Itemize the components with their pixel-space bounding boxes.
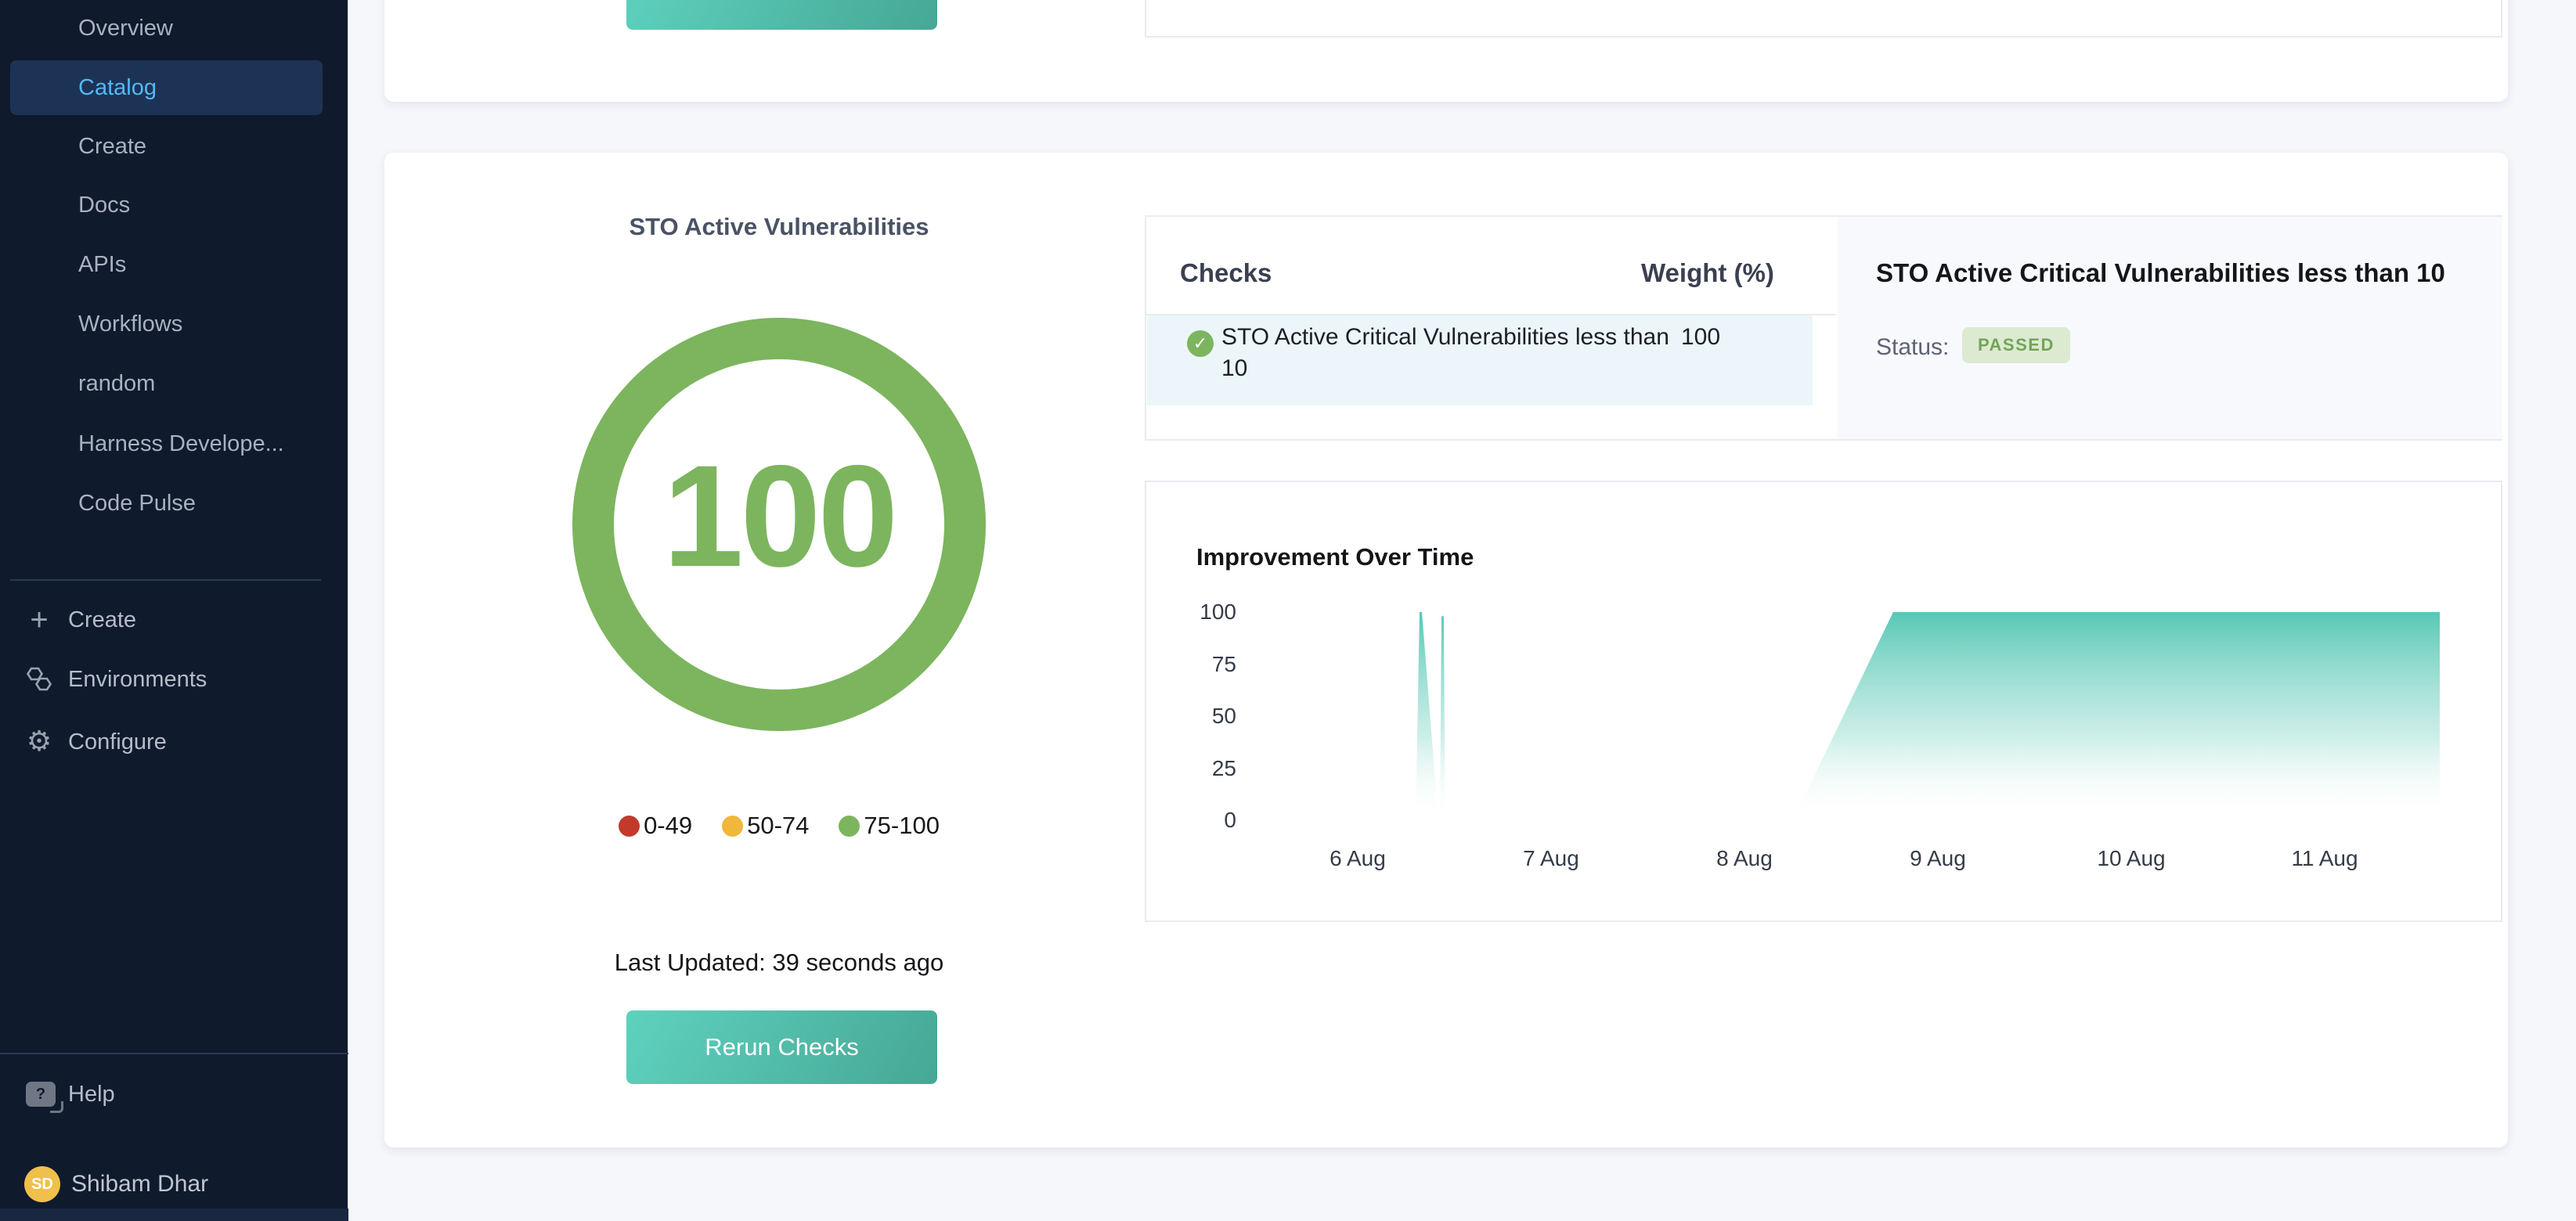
legend-label-low: 0-49 <box>644 812 693 839</box>
help-button[interactable]: ? Help <box>10 1067 323 1122</box>
sidebar-item-workflows[interactable]: Workflows <box>78 311 183 337</box>
legend-item-low: 0-49 <box>619 812 692 840</box>
sidebar: Overview Catalog Create Docs APIs Workfl… <box>0 0 348 1221</box>
score-gauge: 100 <box>572 318 986 731</box>
check-passed-icon: ✓ <box>1187 330 1214 357</box>
rerun-checks-button[interactable]: Rerun Checks <box>626 1010 937 1084</box>
y-axis-tick-label: 25 <box>1211 755 1236 780</box>
sidebar-bottom-strip <box>0 1208 348 1221</box>
x-axis-tick-label: 6 Aug <box>1329 846 1386 870</box>
x-axis-tick-label: 11 Aug <box>2291 846 2358 870</box>
environments-action-label: Environments <box>68 666 207 692</box>
check-row[interactable]: ✓ STO Active Critical Vulnerabilities le… <box>1147 315 1813 405</box>
configure-action[interactable]: ⚙ Configure <box>10 715 323 769</box>
x-axis-tick-label: 7 Aug <box>1523 846 1579 870</box>
user-name: Shibam Dhar <box>71 1171 209 1197</box>
checks-and-status-panel: Checks Weight (%) ✓ STO Active Critical … <box>1145 215 2502 441</box>
improvement-chart-panel: Improvement Over Time 100 75 50 25 0 6 Aug 7 … <box>1145 481 2502 922</box>
gear-icon: ⚙ <box>26 726 52 758</box>
score-value: 100 <box>662 436 899 597</box>
scorecard-title: STO Active Vulnerabilities <box>629 213 929 240</box>
help-icon: ? <box>26 1082 63 1113</box>
sidebar-item-catalog[interactable]: Catalog <box>10 60 323 115</box>
check-name: STO Active Critical Vulnerabilities less… <box>1221 324 1669 381</box>
status-badge: PASSED <box>1962 327 2070 363</box>
improvement-area-chart <box>1416 612 2440 820</box>
create-action[interactable]: + Create <box>10 592 323 647</box>
weight-column-header: Weight (%) <box>1641 258 1774 287</box>
last-updated-text: Last Updated: 39 seconds ago <box>614 949 944 976</box>
sidebar-item-apis[interactable]: APIs <box>78 251 127 277</box>
rerun-checks-button-top[interactable] <box>626 0 937 30</box>
score-area-segment <box>1793 612 2440 820</box>
sidebar-item-harness-developer[interactable]: Harness Develope... <box>78 430 284 456</box>
configure-action-label: Configure <box>68 729 167 755</box>
status-label: Status: <box>1876 334 1950 360</box>
sidebar-item-random[interactable]: random <box>78 370 156 396</box>
legend-item-mid: 50-74 <box>722 812 809 840</box>
y-axis-tick-label: 75 <box>1211 651 1236 676</box>
y-axis-tick-label: 100 <box>1200 600 1236 624</box>
legend-label-high: 75-100 <box>864 812 940 839</box>
sidebar-item-create[interactable]: Create <box>78 133 147 159</box>
legend-label-mid: 50-74 <box>747 812 810 839</box>
y-axis-tick-label: 50 <box>1211 704 1236 728</box>
user-menu[interactable]: SD Shibam Dhar <box>0 1160 348 1208</box>
legend-dot-red <box>619 815 640 837</box>
create-action-label: Create <box>68 607 137 632</box>
legend-dot-yellow <box>722 815 744 837</box>
previous-chart-panel-fragment <box>1145 0 2502 38</box>
checks-header-divider <box>1146 314 1836 315</box>
environments-action[interactable]: Environments <box>10 652 323 707</box>
sidebar-divider <box>10 579 321 581</box>
checks-column-header: Checks <box>1180 258 1272 287</box>
score-legend: 0-49 50-74 75-100 <box>470 812 1088 840</box>
x-axis-tick-label: 9 Aug <box>1910 846 1966 870</box>
legend-item-high: 75-100 <box>839 812 940 840</box>
score-area-segment <box>1416 612 1438 820</box>
sidebar-item-overview[interactable]: Overview <box>78 15 173 41</box>
check-weight: 100 <box>1681 324 1721 350</box>
legend-dot-green <box>839 815 860 837</box>
sidebar-divider-bottom <box>0 1053 348 1054</box>
sidebar-item-code-pulse[interactable]: Code Pulse <box>78 490 196 516</box>
status-panel-title: STO Active Critical Vulnerabilities less… <box>1876 258 2445 287</box>
environments-icon <box>10 665 68 693</box>
x-axis-tick-label: 8 Aug <box>1716 846 1773 870</box>
status-panel <box>1838 217 2502 439</box>
x-axis-tick-label: 10 Aug <box>2097 846 2166 870</box>
score-area-segment <box>1440 616 1445 820</box>
y-axis-tick-label: 0 <box>1224 808 1236 832</box>
help-label: Help <box>68 1081 115 1107</box>
sidebar-item-docs[interactable]: Docs <box>78 192 131 218</box>
chart-title: Improvement Over Time <box>1196 543 1474 571</box>
plus-icon: + <box>30 603 49 637</box>
avatar: SD <box>24 1166 60 1202</box>
